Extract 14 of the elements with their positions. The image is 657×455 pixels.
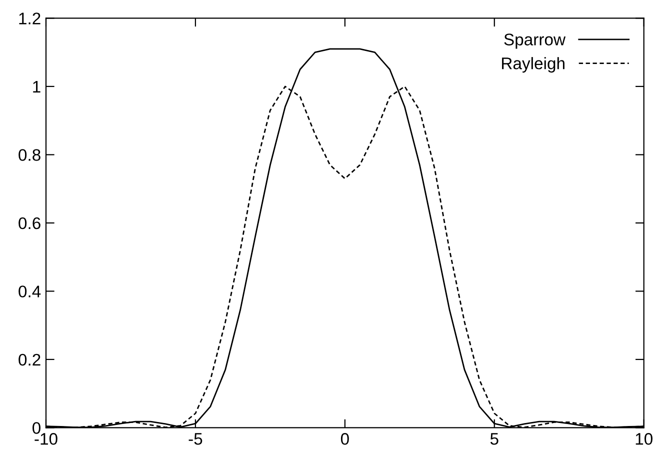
x-tick-label: 0: [340, 433, 349, 445]
y-tick-label: 1.2: [19, 12, 40, 24]
x-tick-label: 10: [636, 433, 652, 445]
y-tick-label: 0.2: [18, 354, 40, 366]
y-tick-label: 0: [32, 422, 40, 434]
y-tick-label: 0.8: [18, 149, 40, 161]
x-tick-label: 5: [490, 433, 498, 445]
legend-label: Sparrow: [504, 34, 566, 49]
legend-label: Rayleigh: [502, 57, 564, 73]
y-tick-label: 1: [33, 81, 40, 92]
x-tick-label: -5: [188, 433, 202, 445]
y-tick-label: 0.6: [18, 217, 40, 230]
y-tick-label: 0.4: [18, 286, 41, 298]
x-tick-label: -10: [34, 433, 58, 445]
